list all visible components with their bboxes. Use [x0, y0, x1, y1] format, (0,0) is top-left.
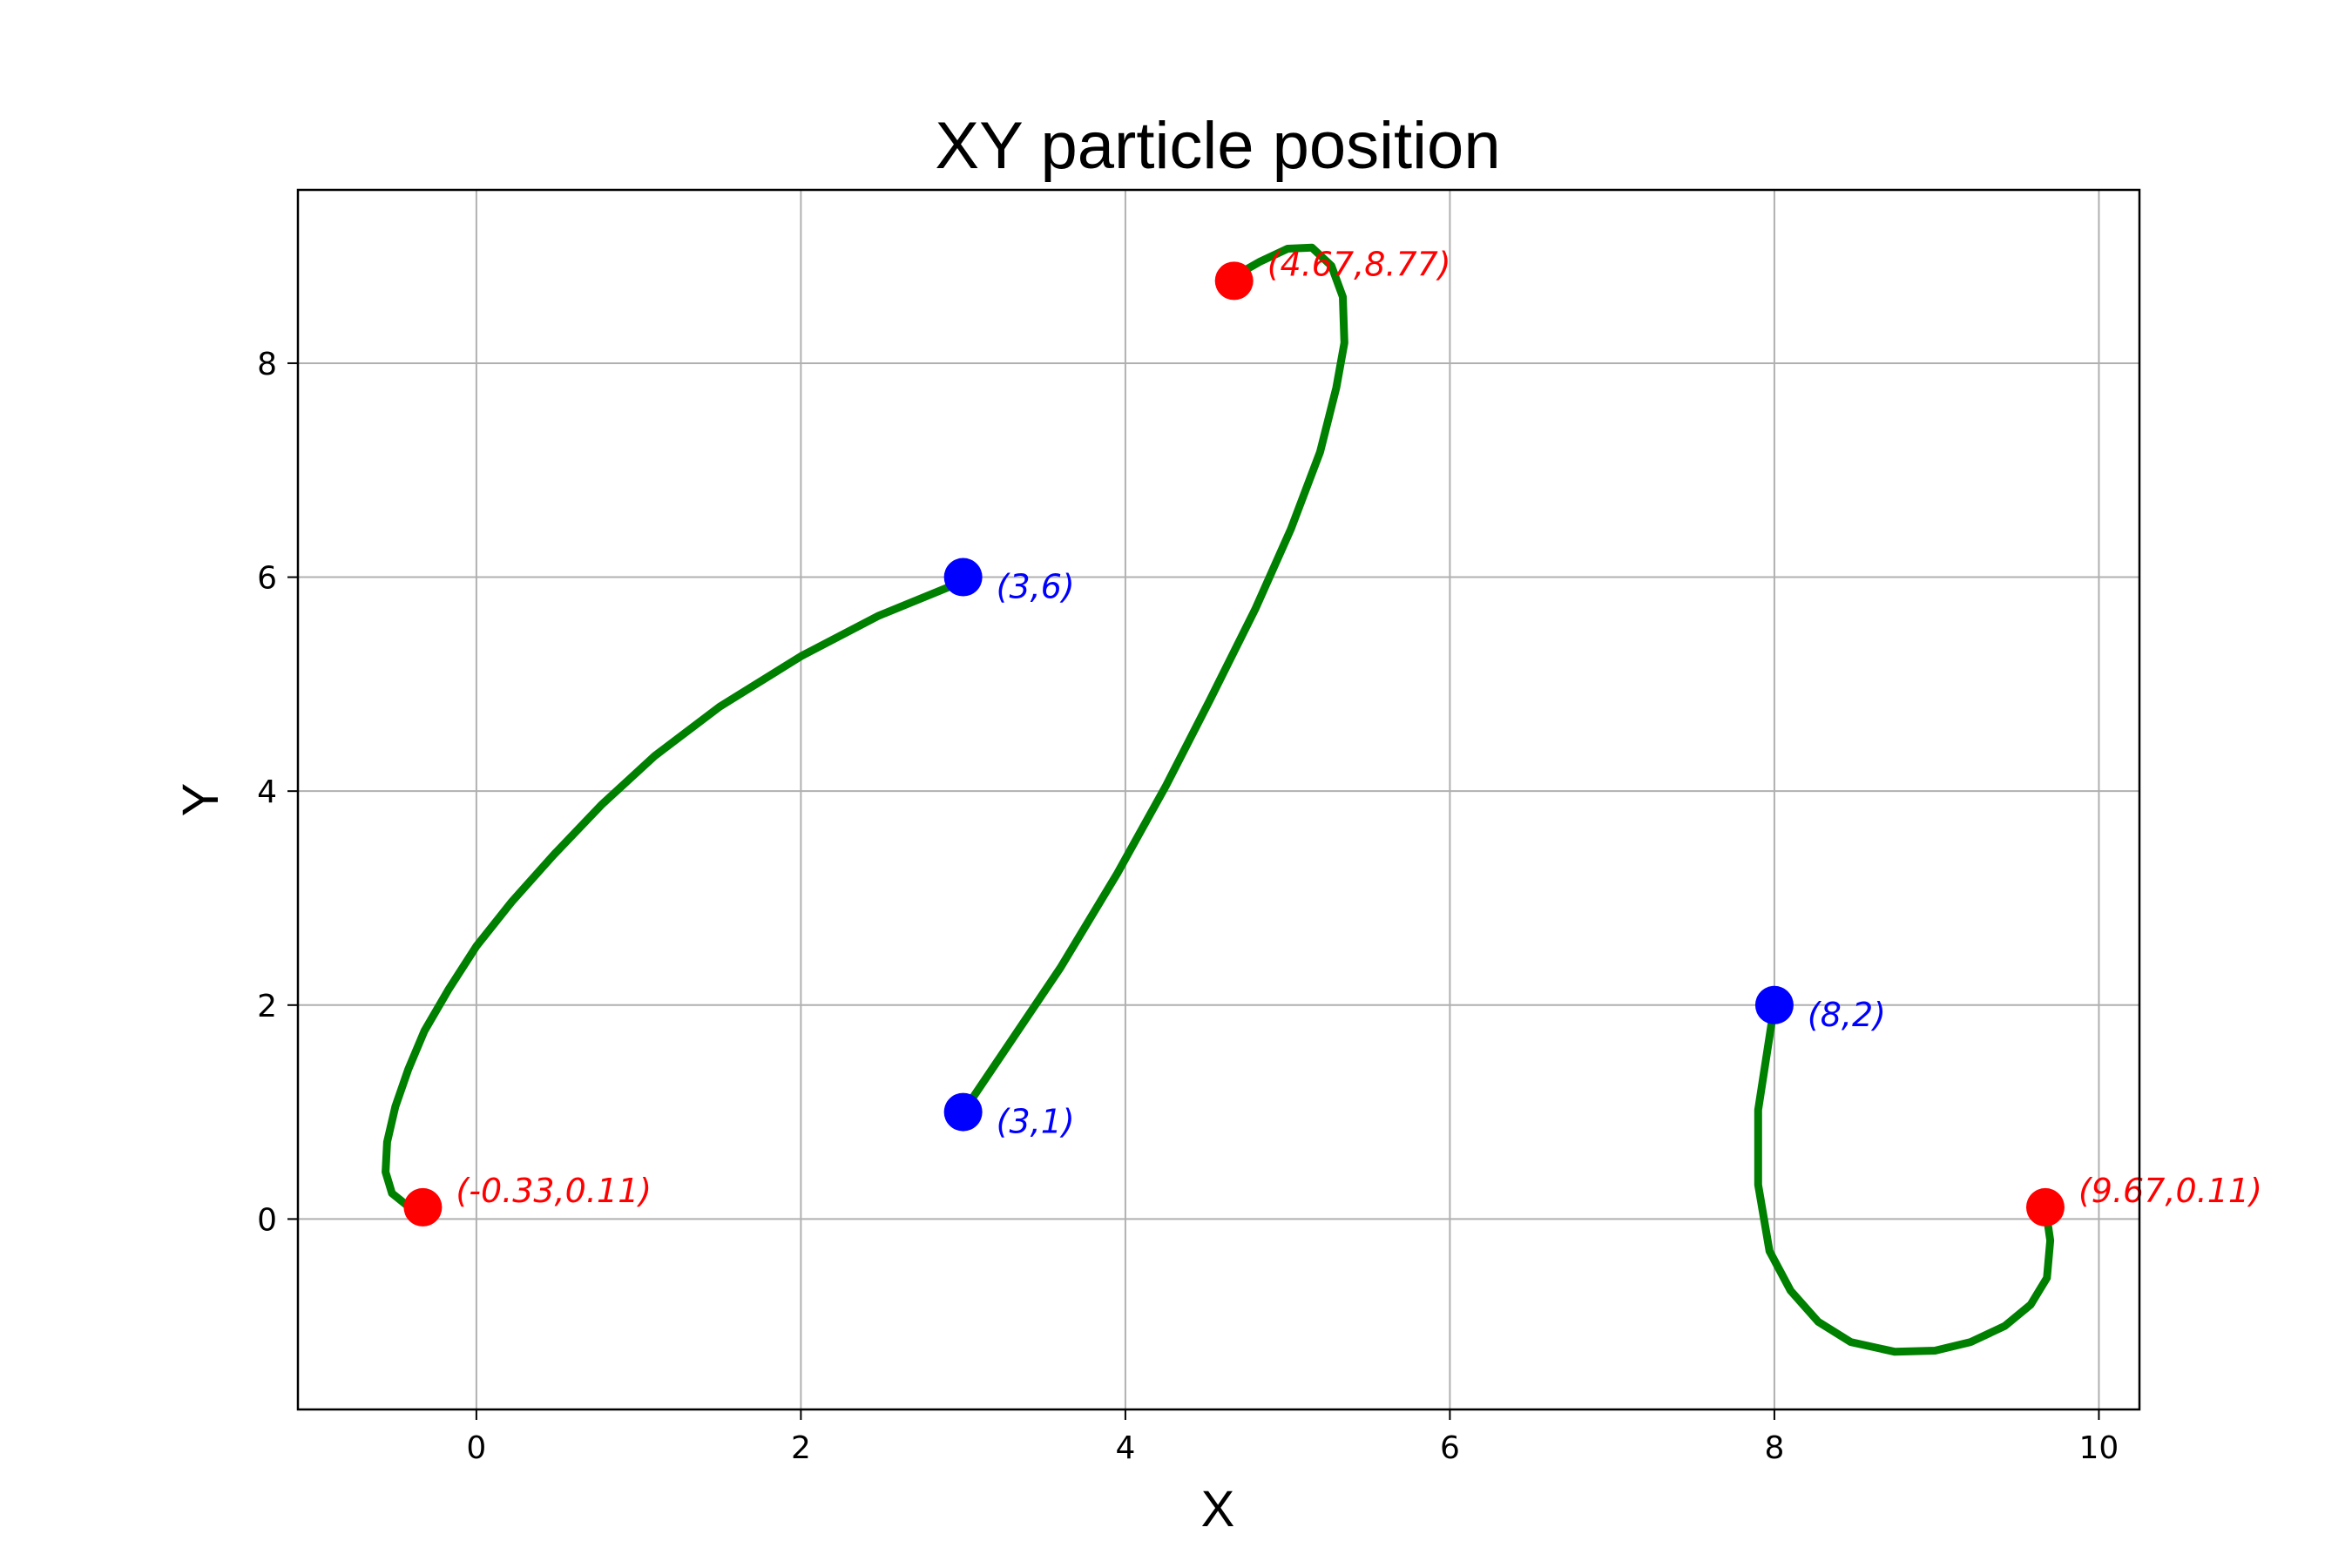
trajectory-line-1: [382, 573, 968, 1212]
y-axis-label: Y: [172, 783, 229, 817]
start-point-label: (3,1): [997, 1103, 1075, 1141]
end-point: [403, 1187, 443, 1227]
series-layer: [382, 243, 2055, 1356]
start-point-label: (3,6): [997, 568, 1075, 606]
x-tick-label: 4: [1115, 1430, 1135, 1466]
end-point: [1214, 261, 1254, 301]
trajectory-line-2: [959, 243, 1348, 1117]
end-point: [2025, 1187, 2065, 1227]
grid: [298, 190, 2139, 1409]
x-axis-label: X: [1201, 1481, 1235, 1538]
start-point: [943, 558, 983, 597]
x-tick-label: 0: [466, 1430, 486, 1466]
y-tick-label: 6: [257, 561, 277, 597]
y-tick-label: 0: [257, 1202, 277, 1238]
start-point: [943, 1092, 983, 1132]
end-point-label: (-0.33,0.11): [456, 1172, 652, 1210]
trajectory-line-3: [1754, 1001, 2055, 1356]
y-tick-label: 8: [257, 347, 277, 382]
x-tick-label: 6: [1440, 1430, 1460, 1466]
y-tick-label: 2: [257, 989, 277, 1024]
ticks-layer: 0 2 4 6 8 10 0 2 4 6 8: [257, 347, 2119, 1466]
start-point-label: (8,2): [1808, 996, 1886, 1034]
chart-title: XY particle position: [935, 109, 1500, 183]
start-point: [1754, 985, 1794, 1024]
end-point-label: (4.67,8.77): [1267, 245, 1451, 283]
plot-frame: [296, 188, 2141, 1411]
y-tick-label: 4: [257, 774, 277, 810]
x-tick-label: 8: [1764, 1430, 1784, 1466]
x-tick-label: 10: [2079, 1430, 2119, 1466]
annotations-layer: (3,6) (3,1) (8,2) (-0.33,0.11) (4.67,8.77) (9…: [456, 245, 2262, 1210]
end-point-label: (9.67,0.11): [2078, 1172, 2262, 1210]
x-tick-label: 2: [791, 1430, 811, 1466]
points-layer: [403, 261, 2065, 1227]
